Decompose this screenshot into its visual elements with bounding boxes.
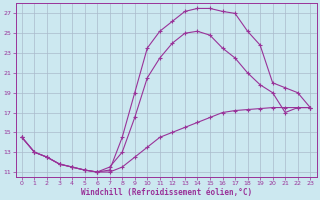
- X-axis label: Windchill (Refroidissement éolien,°C): Windchill (Refroidissement éolien,°C): [81, 188, 252, 197]
